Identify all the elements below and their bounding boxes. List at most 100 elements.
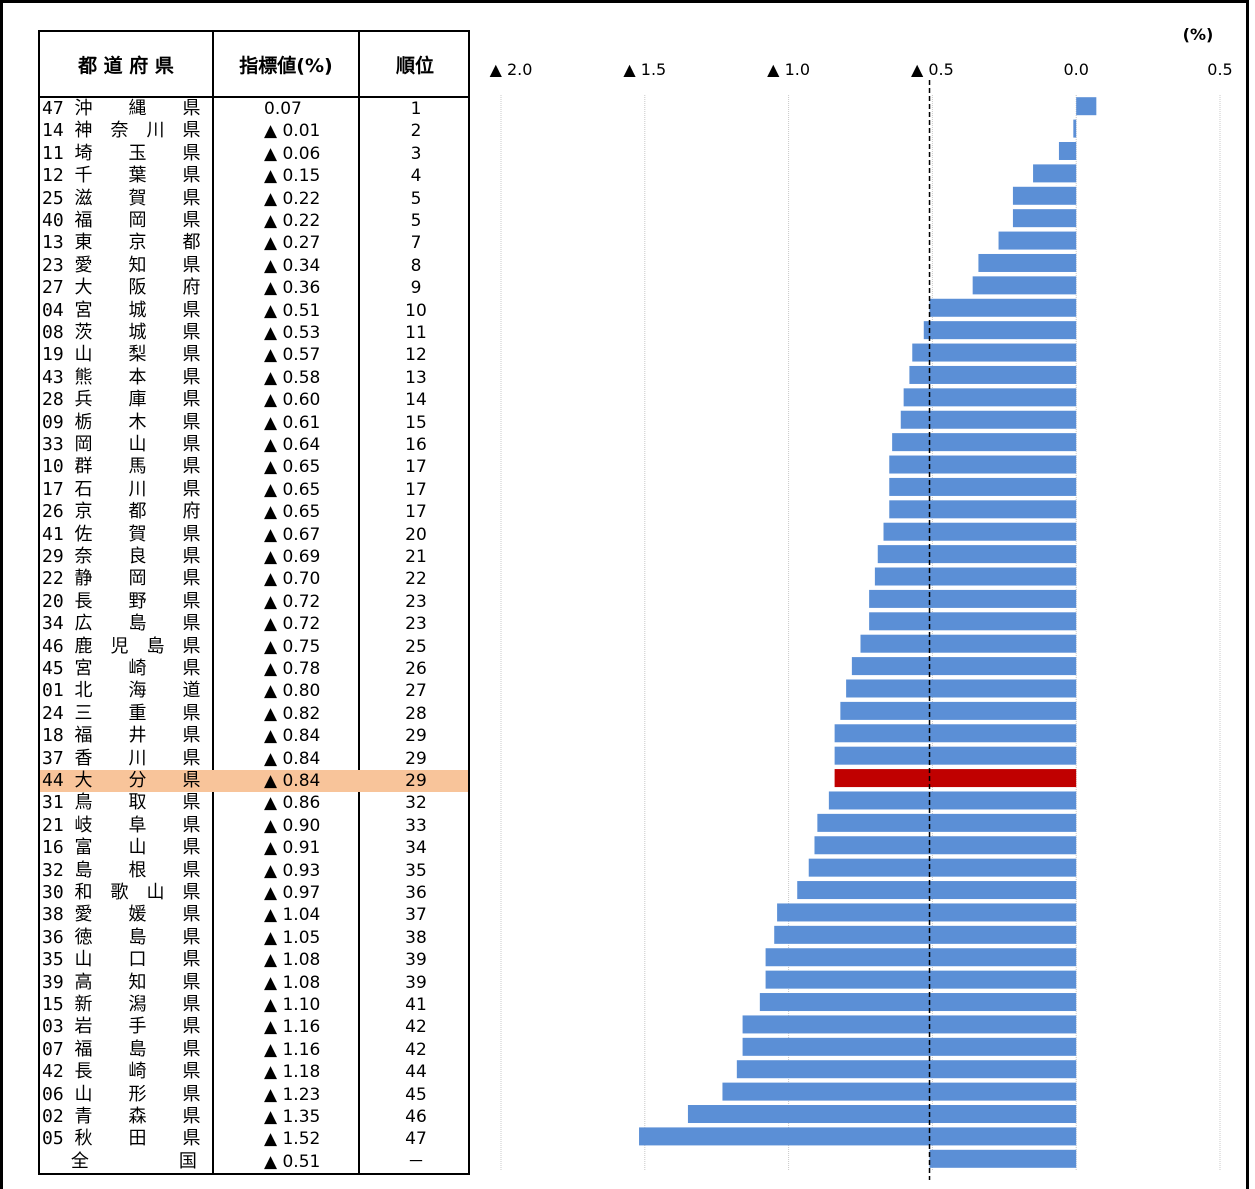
value-cell: ▲ 0.70 bbox=[264, 569, 321, 590]
rank-cell: － bbox=[407, 1151, 425, 1172]
value-cell: 0.07 bbox=[264, 99, 302, 119]
rank-cell: 11 bbox=[405, 323, 427, 343]
value-cell: ▲ 0.72 bbox=[264, 591, 321, 612]
prefecture-cell: 37 香 川 県 bbox=[42, 747, 201, 769]
value-cell: ▲ 0.82 bbox=[264, 703, 321, 724]
table-row: 05 秋 田 県 ▲ 1.52 47 bbox=[40, 1128, 468, 1150]
bar bbox=[846, 679, 1077, 698]
rank-cell: 23 bbox=[405, 614, 427, 635]
bar bbox=[923, 321, 1077, 340]
header-divider bbox=[40, 96, 468, 98]
value-cell: ▲ 1.23 bbox=[264, 1084, 321, 1105]
rank-cell: 37 bbox=[405, 905, 427, 926]
bar bbox=[1073, 119, 1077, 138]
table-row: 30 和 歌 山 県 ▲ 0.97 36 bbox=[40, 882, 468, 904]
rank-cell: 39 bbox=[405, 972, 427, 993]
prefecture-cell: 16 富 山 県 bbox=[42, 837, 201, 859]
rank-cell: 25 bbox=[405, 636, 427, 657]
prefecture-cell: 38 愛 媛 県 bbox=[42, 904, 201, 926]
prefecture-cell: 25 滋 賀 県 bbox=[42, 187, 201, 209]
table-row: 01 北 海 道 ▲ 0.80 27 bbox=[40, 680, 468, 702]
value-cell: ▲ 0.75 bbox=[264, 636, 321, 657]
prefecture-cell: 23 愛 知 県 bbox=[42, 254, 201, 276]
prefecture-cell: 01 北 海 道 bbox=[42, 680, 201, 702]
prefecture-cell: 29 奈 良 県 bbox=[42, 546, 201, 567]
rank-cell: 15 bbox=[405, 412, 427, 433]
prefecture-cell: 15 新 潟 県 bbox=[42, 994, 201, 1015]
value-cell: ▲ 0.65 bbox=[264, 479, 321, 500]
prefecture-cell: 28 兵 庫 県 bbox=[42, 389, 201, 411]
x-tick-label: ▲ 1.5 bbox=[623, 60, 666, 79]
value-cell: ▲ 0.80 bbox=[264, 681, 321, 702]
prefecture-cell: 34 広 島 県 bbox=[42, 613, 201, 635]
bar bbox=[774, 925, 1077, 944]
bar bbox=[978, 253, 1077, 272]
table-row: 19 山 梨 県 ▲ 0.57 12 bbox=[40, 344, 468, 366]
prefecture-cell: 35 山 口 県 bbox=[42, 949, 201, 971]
table-row: 43 熊 本 県 ▲ 0.58 13 bbox=[40, 367, 468, 389]
prefecture-cell: 05 秋 田 県 bbox=[42, 1128, 201, 1150]
rank-cell: 2 bbox=[410, 121, 422, 142]
bar bbox=[814, 836, 1077, 855]
header-value: 指標値(%) bbox=[239, 54, 333, 77]
bar bbox=[900, 410, 1077, 429]
value-cell: ▲ 1.10 bbox=[264, 995, 321, 1015]
table-row: 47 沖 縄 県 0.07 1 bbox=[40, 98, 468, 120]
value-cell: ▲ 1.18 bbox=[264, 1062, 321, 1083]
table-row: 11 埼 玉 県 ▲ 0.06 3 bbox=[40, 143, 468, 165]
prefecture-cell: 18 福 井 県 bbox=[42, 725, 201, 747]
table-row: 全 国 ▲ 0.51 － bbox=[40, 1151, 468, 1173]
rank-cell: 9 bbox=[410, 278, 422, 299]
prefecture-cell: 30 和 歌 山 県 bbox=[42, 882, 201, 903]
table-row: 46 鹿 児 島 県 ▲ 0.75 25 bbox=[40, 636, 468, 658]
table-row: 32 島 根 県 ▲ 0.93 35 bbox=[40, 860, 468, 882]
prefecture-cell: 07 福 島 県 bbox=[42, 1038, 201, 1060]
prefecture-cell: 11 埼 玉 県 bbox=[42, 142, 201, 164]
table-row: 40 福 岡 県 ▲ 0.22 5 bbox=[40, 210, 468, 232]
rank-cell: 12 bbox=[405, 345, 427, 366]
rank-cell: 28 bbox=[405, 703, 427, 724]
table-row: 13 東 京 都 ▲ 0.27 7 bbox=[40, 232, 468, 254]
value-cell: ▲ 0.84 bbox=[264, 726, 321, 747]
header-rank: 順位 bbox=[395, 54, 434, 77]
bar bbox=[1012, 186, 1077, 205]
bar bbox=[687, 1105, 1077, 1124]
table-row: 15 新 潟 県 ▲ 1.10 41 bbox=[40, 994, 468, 1016]
prefecture-cell: 09 栃 木 県 bbox=[42, 411, 201, 433]
bar bbox=[840, 701, 1077, 720]
value-cell: ▲ 1.08 bbox=[264, 950, 321, 971]
rank-cell: 23 bbox=[405, 591, 427, 612]
rank-cell: 16 bbox=[405, 435, 427, 455]
rank-cell: 13 bbox=[405, 367, 427, 388]
value-cell: ▲ 0.57 bbox=[264, 345, 321, 366]
rank-cell: 44 bbox=[405, 1062, 427, 1083]
table-row: 28 兵 庫 県 ▲ 0.60 14 bbox=[40, 389, 468, 411]
x-tick-label: 0.0 bbox=[1063, 60, 1088, 79]
bar bbox=[972, 276, 1077, 295]
prefecture-cell: 47 沖 縄 県 bbox=[42, 98, 201, 119]
value-cell: ▲ 1.16 bbox=[264, 1039, 321, 1060]
table-row: 09 栃 木 県 ▲ 0.61 15 bbox=[40, 412, 468, 434]
prefecture-cell: 46 鹿 児 島 県 bbox=[42, 635, 201, 657]
column-divider bbox=[212, 32, 214, 1173]
table-row: 29 奈 良 県 ▲ 0.69 21 bbox=[40, 546, 468, 568]
table-row: 36 徳 島 県 ▲ 1.05 38 bbox=[40, 927, 468, 949]
value-cell: ▲ 0.69 bbox=[264, 547, 321, 567]
rank-cell: 45 bbox=[405, 1084, 427, 1105]
table-row: 44 大 分 県 ▲ 0.84 29 bbox=[40, 770, 468, 793]
value-cell: ▲ 0.64 bbox=[264, 435, 321, 455]
table-row: 31 鳥 取 県 ▲ 0.86 32 bbox=[40, 792, 468, 814]
data-table: 都 道 府 県 指標値(%) 順位 47 沖 縄 県 0.07 1 14 神 奈 川 … bbox=[38, 30, 470, 1175]
rank-cell: 17 bbox=[405, 502, 427, 523]
value-cell: ▲ 0.90 bbox=[264, 815, 321, 836]
rank-cell: 46 bbox=[405, 1107, 427, 1127]
rank-cell: 34 bbox=[405, 838, 427, 859]
rank-cell: 17 bbox=[405, 457, 427, 478]
bar bbox=[892, 433, 1077, 452]
value-cell: ▲ 1.35 bbox=[264, 1107, 321, 1127]
table-row: 03 岩 手 県 ▲ 1.16 42 bbox=[40, 1016, 468, 1038]
prefecture-cell: 06 山 形 県 bbox=[42, 1083, 201, 1105]
prefecture-cell: 13 東 京 都 bbox=[42, 232, 201, 254]
prefecture-cell: 44 大 分 県 bbox=[42, 770, 201, 791]
